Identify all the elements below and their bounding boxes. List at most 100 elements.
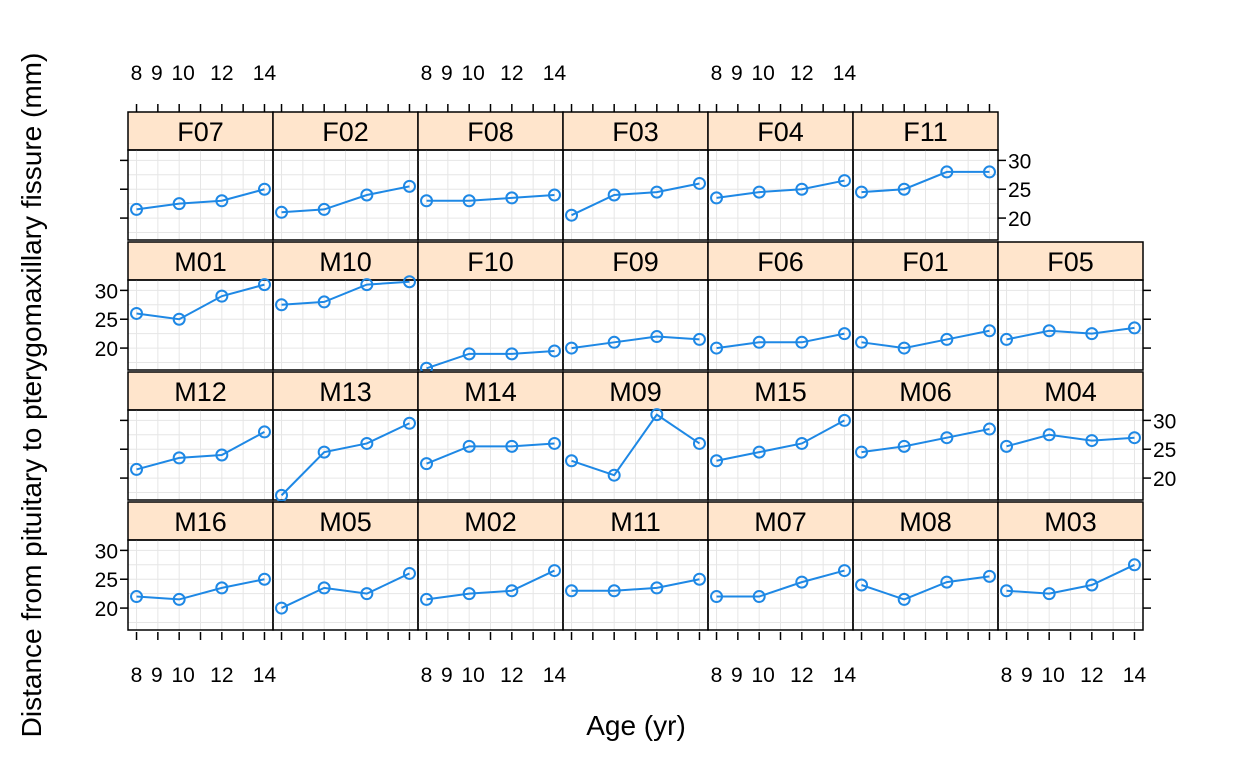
data-point (837, 564, 851, 578)
data-point (607, 335, 621, 349)
series-line (136, 283, 265, 321)
panel-f06: F06 (707, 241, 854, 371)
x-tick-labels-top-4: 8 9 10 12 14 (711, 62, 857, 85)
y-tick-label: 20 (1008, 208, 1031, 231)
series-line (716, 419, 845, 462)
x-tick-label: 14 (543, 664, 567, 687)
series-line (136, 578, 265, 601)
strip-label: M01 (174, 247, 227, 277)
series-line (571, 182, 700, 217)
panel-frame (852, 149, 999, 241)
grid (708, 150, 853, 240)
data-point (1127, 558, 1141, 572)
data-point (172, 197, 186, 211)
data-point (940, 165, 954, 179)
panel-m05: M05 (272, 501, 419, 631)
x-tick-label: 9 (731, 664, 743, 687)
series-line (426, 569, 555, 601)
series-line (861, 329, 990, 350)
strip (852, 501, 999, 541)
strip (417, 501, 564, 541)
strip (707, 371, 854, 411)
grid (708, 540, 853, 630)
data-point (607, 584, 621, 598)
x-tick-label: 10 (751, 664, 774, 687)
data-point (565, 341, 579, 355)
data-point (172, 312, 186, 326)
strip-label: F02 (322, 117, 369, 147)
x-tick-label: 9 (1021, 664, 1033, 687)
strip-label: M04 (1044, 377, 1097, 407)
x-axis-bottom-1 (280, 632, 411, 640)
series-line (426, 194, 555, 202)
panel-m15: M15 (707, 371, 854, 501)
x-axis-top-1 (280, 104, 411, 112)
strip-label: F07 (177, 117, 224, 147)
x-tick-label: 12 (210, 664, 233, 687)
series-line (280, 422, 410, 497)
data-point (257, 278, 271, 292)
x-axis-bottom-4 (715, 632, 846, 640)
data-point (275, 205, 289, 219)
data-point (215, 581, 229, 595)
strip-label: F05 (1047, 247, 1094, 277)
series-line (426, 442, 555, 465)
panel-m06: M06 (852, 371, 999, 501)
grid (853, 150, 998, 240)
grid (418, 280, 563, 370)
x-tick-label: 10 (751, 62, 774, 85)
strip (127, 111, 274, 151)
data-point (402, 275, 416, 289)
y-tick-label: 25 (1153, 439, 1176, 462)
data-point (982, 569, 996, 583)
grid (273, 150, 418, 240)
strip-label: M15 (754, 377, 807, 407)
data-point (130, 590, 144, 604)
data-point (275, 298, 289, 312)
series-line (1006, 563, 1135, 595)
x-axis-bottom-3 (570, 632, 701, 640)
data-point (1000, 332, 1014, 346)
panel-f02: F02 (272, 111, 419, 241)
x-tick-labels-bottom-0: 8 9 10 12 14 (131, 664, 277, 687)
data-point (1085, 578, 1099, 592)
strip-label: M08 (899, 507, 952, 537)
x-tick-label: 12 (500, 62, 523, 85)
data-point (752, 590, 766, 604)
panel-frame (997, 539, 1144, 631)
data-point (710, 341, 724, 355)
strip (127, 501, 274, 541)
x-axis-bottom-6 (1005, 632, 1136, 640)
data-point (360, 587, 374, 601)
data-point (795, 436, 809, 450)
strip-label: M11 (610, 507, 661, 537)
data-point (505, 584, 519, 598)
data-point (837, 174, 851, 188)
strip-label: F01 (902, 247, 949, 277)
series-line (716, 569, 845, 598)
data-point (855, 578, 869, 592)
x-axis-top-4 (715, 104, 846, 112)
strip (127, 241, 274, 281)
strip-label: M14 (464, 377, 517, 407)
data-point (650, 330, 664, 344)
grid (998, 280, 1143, 370)
grid (273, 280, 418, 370)
panel-f11: F11 (852, 111, 999, 241)
data-point (360, 278, 374, 292)
data-point (317, 445, 331, 459)
data-point (317, 295, 331, 309)
strip-label: M02 (464, 507, 517, 537)
data-point (565, 584, 579, 598)
y-tick-label: 25 (95, 569, 118, 592)
y-axis-right-row-2: 20 25 30 (1143, 410, 1176, 491)
y-tick-label: 25 (1008, 179, 1031, 202)
strip (562, 371, 709, 411)
y-tick-label: 30 (95, 540, 118, 563)
panel-m14: M14 (417, 371, 564, 501)
strip-label: M10 (319, 247, 372, 277)
data-point (940, 332, 954, 346)
x-axis-top-2 (425, 104, 556, 112)
strip-label: F04 (757, 117, 804, 147)
data-point (505, 439, 519, 453)
